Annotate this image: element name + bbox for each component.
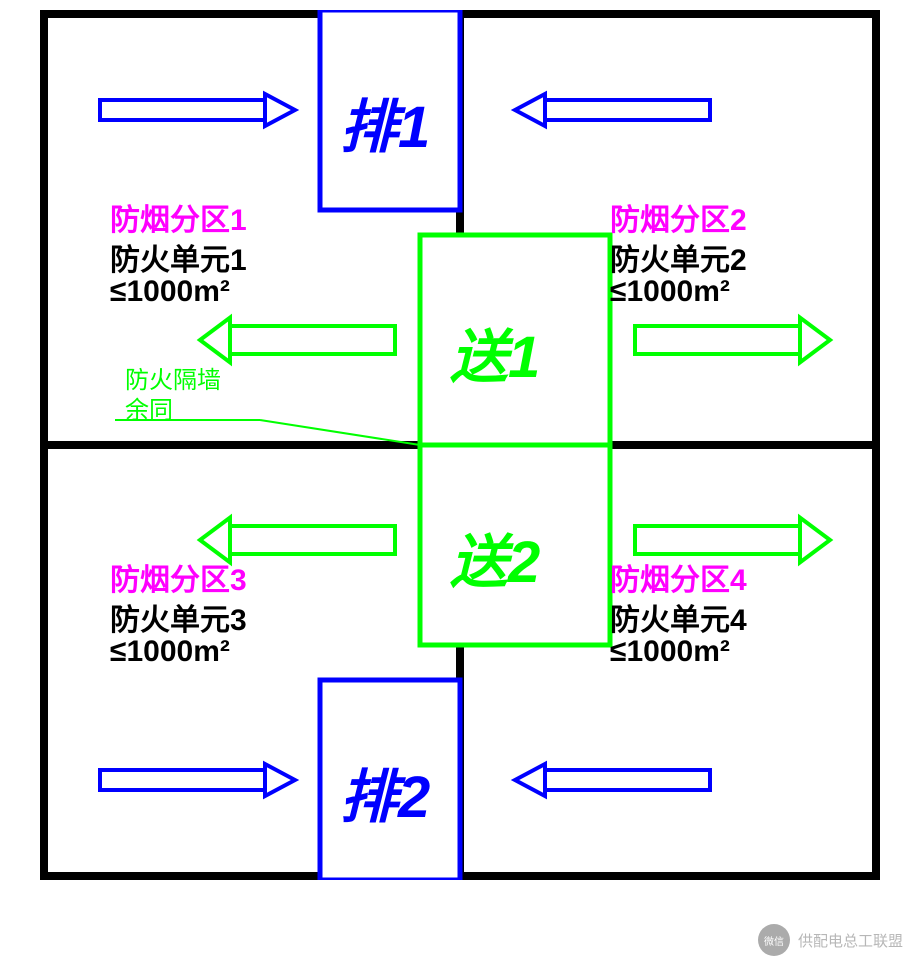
supply1-label: 送1 bbox=[450, 310, 540, 394]
wechat-icon: 微信 bbox=[758, 924, 790, 956]
watermark: 微信 供配电总工联盟 bbox=[758, 924, 903, 956]
zone1-title: 防烟分区1 bbox=[110, 195, 247, 239]
supply2-label: 送2 bbox=[450, 515, 540, 599]
zone2-area: ≤1000m² bbox=[610, 275, 730, 309]
diagram-container: 防烟分区1 防火单元1 ≤1000m² 防烟分区2 防火单元2 ≤1000m² … bbox=[40, 10, 880, 880]
exhaust1-label: 排1 bbox=[340, 80, 430, 164]
zone4-subtitle: 防火单元4 bbox=[610, 595, 747, 639]
zone3-title: 防烟分区3 bbox=[110, 555, 247, 599]
annotation-line2: 余同 bbox=[125, 390, 173, 425]
zone1-subtitle: 防火单元1 bbox=[110, 235, 247, 279]
zone4-area: ≤1000m² bbox=[610, 635, 730, 669]
zone4-title: 防烟分区4 bbox=[610, 555, 747, 599]
zone2-subtitle: 防火单元2 bbox=[610, 235, 747, 279]
zone2-title: 防烟分区2 bbox=[610, 195, 747, 239]
zone3-subtitle: 防火单元3 bbox=[110, 595, 247, 639]
diagram-svg bbox=[40, 10, 880, 880]
zone3-area: ≤1000m² bbox=[110, 635, 230, 669]
exhaust2-label: 排2 bbox=[340, 750, 430, 834]
zone1-area: ≤1000m² bbox=[110, 275, 230, 309]
watermark-text: 供配电总工联盟 bbox=[798, 930, 903, 951]
